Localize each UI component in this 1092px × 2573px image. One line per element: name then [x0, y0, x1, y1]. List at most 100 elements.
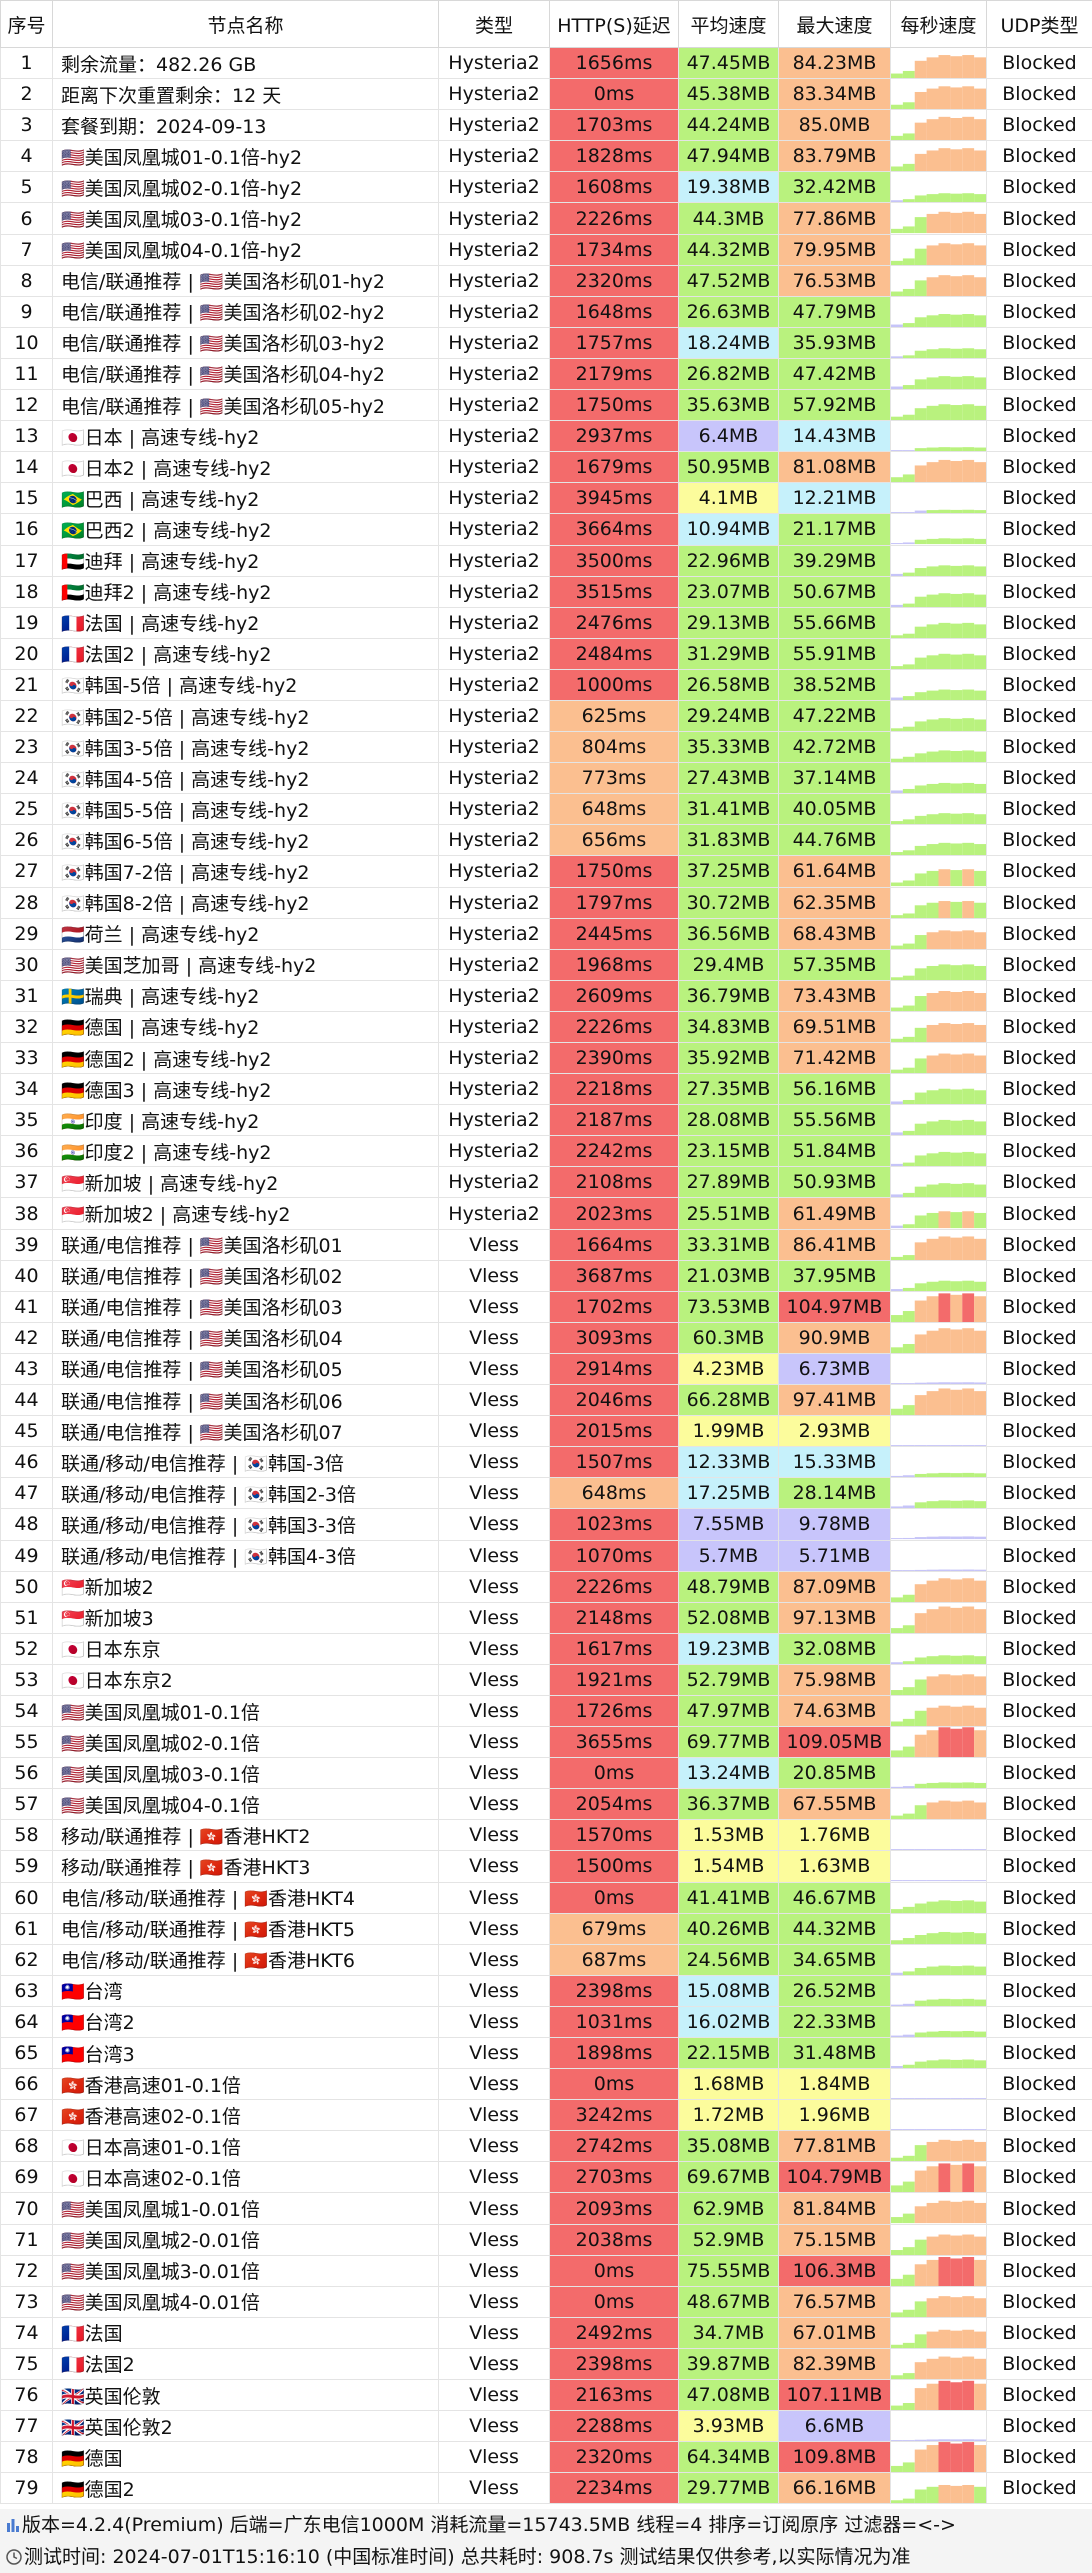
udp-type: Blocked — [987, 2069, 1092, 2100]
speed-sparkline — [891, 981, 986, 1011]
per-second-speed-chart — [891, 1322, 987, 1353]
sparkline-bar — [939, 2257, 951, 2286]
sparkline-bar — [962, 623, 974, 638]
sparkline-bar — [974, 1185, 986, 1198]
sparkline-bar — [939, 2356, 951, 2379]
sparkline-bar — [974, 448, 986, 452]
max-speed: 50.67MB — [779, 576, 891, 607]
sparkline-bar — [927, 719, 939, 731]
sparkline-bar — [903, 1100, 915, 1104]
row-index: 70 — [1, 2193, 53, 2224]
node-name: 电信/联通推荐 | 🇺🇸美国洛杉矶05-hy2 — [53, 390, 439, 421]
node-type: Hysteria2 — [439, 1136, 550, 1167]
node-type: Hysteria2 — [439, 918, 550, 949]
row-index: 31 — [1, 980, 53, 1011]
http-latency: 3093ms — [550, 1322, 679, 1353]
sparkline-bar — [939, 117, 951, 140]
sparkline-bar — [939, 2059, 951, 2068]
sparkline-bar — [903, 1814, 915, 1819]
sparkline-bar — [939, 1783, 951, 1789]
http-latency: 2148ms — [550, 1602, 679, 1633]
per-second-speed-chart — [891, 1447, 987, 1478]
sparkline-bar — [903, 2247, 915, 2255]
per-second-speed-chart — [891, 1789, 987, 1820]
row-index: 7 — [1, 234, 53, 265]
sparkline-bar — [962, 1054, 974, 1074]
per-second-speed-chart — [891, 79, 987, 110]
http-latency: 1664ms — [550, 1229, 679, 1260]
avg-speed: 44.3MB — [679, 203, 779, 234]
udp-type: Blocked — [987, 1758, 1092, 1789]
sparkline-bar — [974, 349, 986, 358]
avg-speed: 33.31MB — [679, 1229, 779, 1260]
sparkline-bar — [939, 348, 951, 358]
speed-sparkline — [891, 203, 986, 233]
sparkline-bar — [962, 404, 974, 420]
speed-sparkline — [891, 2225, 986, 2255]
udp-type: Blocked — [987, 1695, 1092, 1726]
http-latency: 1648ms — [550, 296, 679, 327]
sparkline-bar — [974, 1474, 986, 1478]
udp-type: Blocked — [987, 514, 1092, 545]
sparkline-bar — [927, 377, 939, 389]
sparkline-bar — [962, 2140, 974, 2161]
sparkline-bar — [939, 86, 951, 109]
node-type: Vless — [439, 1540, 550, 1571]
sparkline-bar — [903, 603, 915, 606]
node-name: 🇺🇸美国凤凰城01-0.1倍-hy2 — [53, 141, 439, 172]
per-second-speed-chart — [891, 1353, 987, 1384]
max-speed: 46.67MB — [779, 1882, 891, 1913]
sparkline-bar — [927, 1296, 939, 1322]
row-index: 24 — [1, 763, 53, 794]
max-speed: 1.63MB — [779, 1851, 891, 1882]
avg-speed: 52.79MB — [679, 1664, 779, 1695]
speed-sparkline — [891, 1385, 986, 1415]
sparkline-bar — [915, 61, 927, 78]
row-index: 36 — [1, 1136, 53, 1167]
sparkline-bar — [962, 689, 974, 700]
http-latency: 648ms — [550, 1478, 679, 1509]
avg-speed: 21.03MB — [679, 1260, 779, 1291]
sparkline-bar — [962, 2257, 974, 2286]
speed-sparkline — [891, 577, 986, 607]
node-type: Hysteria2 — [439, 79, 550, 110]
udp-type: Blocked — [987, 1633, 1092, 1664]
sparkline-bar — [950, 690, 962, 700]
row-index: 26 — [1, 825, 53, 856]
max-speed: 42.72MB — [779, 732, 891, 763]
sparkline-bar — [962, 1236, 974, 1260]
sparkline-bar — [950, 2358, 962, 2379]
node-name: 🇫🇷法国 — [53, 2317, 439, 2348]
speed-sparkline — [891, 1354, 986, 1384]
udp-type: Blocked — [987, 358, 1092, 389]
sparkline-bar — [974, 1501, 986, 1508]
row-index: 38 — [1, 1198, 53, 1229]
speed-sparkline — [891, 1447, 986, 1477]
sparkline-bar — [927, 1656, 939, 1664]
speed-sparkline — [891, 732, 986, 762]
node-type: Vless — [439, 2100, 550, 2131]
sparkline-bar — [974, 214, 986, 233]
node-name: 🇩🇪德国 — [53, 2442, 439, 2473]
node-name: 🇰🇷韩国2-5倍 | 高速专线-hy2 — [53, 700, 439, 731]
sparkline-bar — [962, 510, 974, 513]
speed-sparkline — [891, 2318, 986, 2348]
sparkline-bar — [903, 2343, 915, 2348]
node-type: Hysteria2 — [439, 825, 550, 856]
sparkline-bar — [903, 1971, 915, 1975]
sparkline-bar — [915, 248, 927, 264]
sparkline-bar — [950, 118, 962, 140]
http-latency: 2187ms — [550, 1105, 679, 1136]
avg-speed: 34.7MB — [679, 2317, 779, 2348]
sparkline-bar — [927, 1999, 939, 2006]
per-second-speed-chart — [891, 203, 987, 234]
sparkline-bar — [927, 151, 939, 172]
sparkline-bar — [974, 1580, 986, 1601]
